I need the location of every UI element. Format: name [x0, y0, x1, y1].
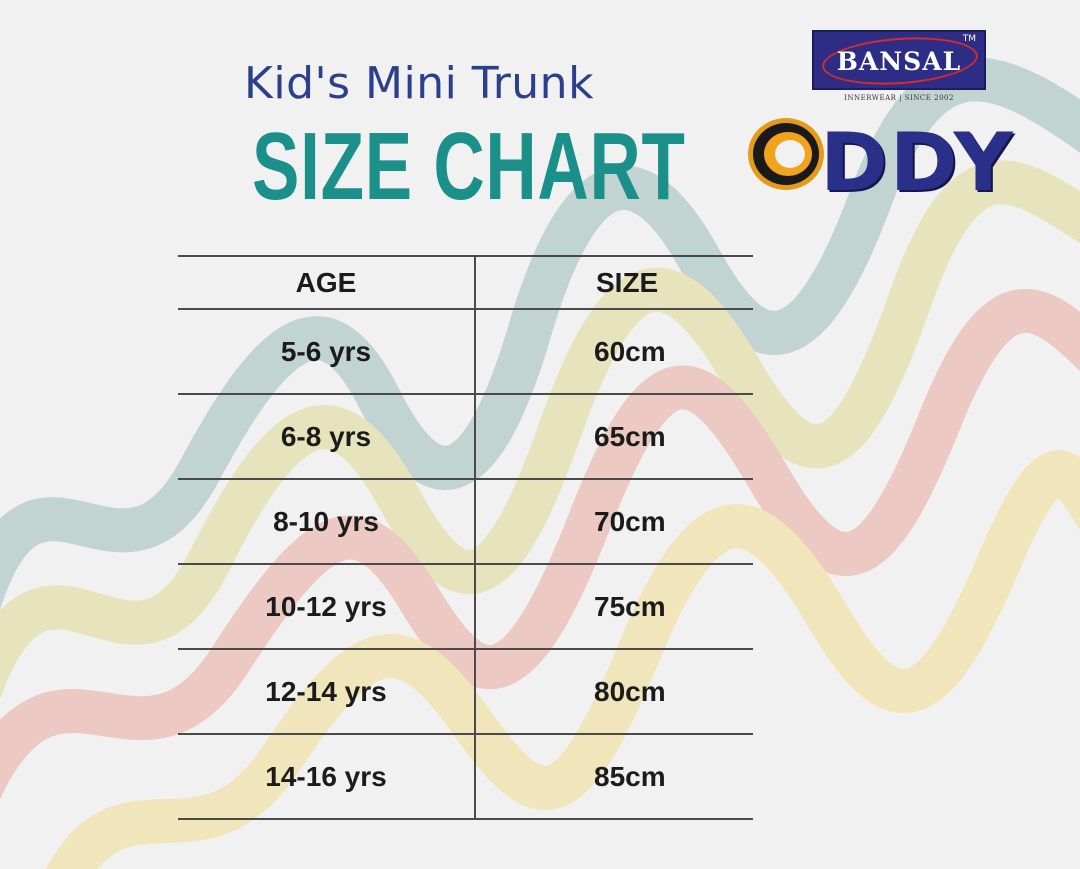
table-row: 14-16 yrs 85cm — [178, 734, 753, 820]
oddy-logo-text: DDY — [820, 116, 1015, 209]
size-cell: 85cm — [475, 734, 753, 820]
table-row: 5-6 yrs 60cm — [178, 309, 753, 395]
table-row: 6-8 yrs 65cm — [178, 394, 753, 480]
size-cell: 60cm — [475, 309, 753, 395]
size-cell: 75cm — [475, 564, 753, 650]
trademark-mark: TM — [962, 34, 976, 44]
age-column-header: AGE — [178, 255, 476, 310]
age-cell: 14-16 yrs — [178, 734, 476, 820]
age-cell: 12-14 yrs — [178, 649, 476, 735]
size-cell: 80cm — [475, 649, 753, 735]
table-row: 12-14 yrs 80cm — [178, 649, 753, 735]
table-header-row: AGE SIZE — [178, 255, 753, 310]
table-row: 10-12 yrs 75cm — [178, 564, 753, 650]
oddy-o-ring-icon — [748, 118, 824, 190]
age-cell: 6-8 yrs — [178, 394, 476, 480]
size-column-header: SIZE — [475, 255, 753, 310]
size-chart-table: AGE SIZE 5-6 yrs 60cm 6-8 yrs 65cm 8-10 … — [178, 255, 753, 820]
page-title: SIZE CHART — [252, 113, 686, 220]
product-subtitle: Kid's Mini Trunk — [244, 58, 595, 109]
table-row: 8-10 yrs 70cm — [178, 479, 753, 565]
bansal-logo: BANSAL TM — [812, 30, 986, 90]
age-cell: 10-12 yrs — [178, 564, 476, 650]
size-cell: 70cm — [475, 479, 753, 565]
age-cell: 5-6 yrs — [178, 309, 476, 395]
age-cell: 8-10 yrs — [178, 479, 476, 565]
bansal-tagline: INNERWEAR | SINCE 2002 — [844, 94, 954, 102]
bansal-logo-text: BANSAL — [836, 47, 962, 76]
size-cell: 65cm — [475, 394, 753, 480]
